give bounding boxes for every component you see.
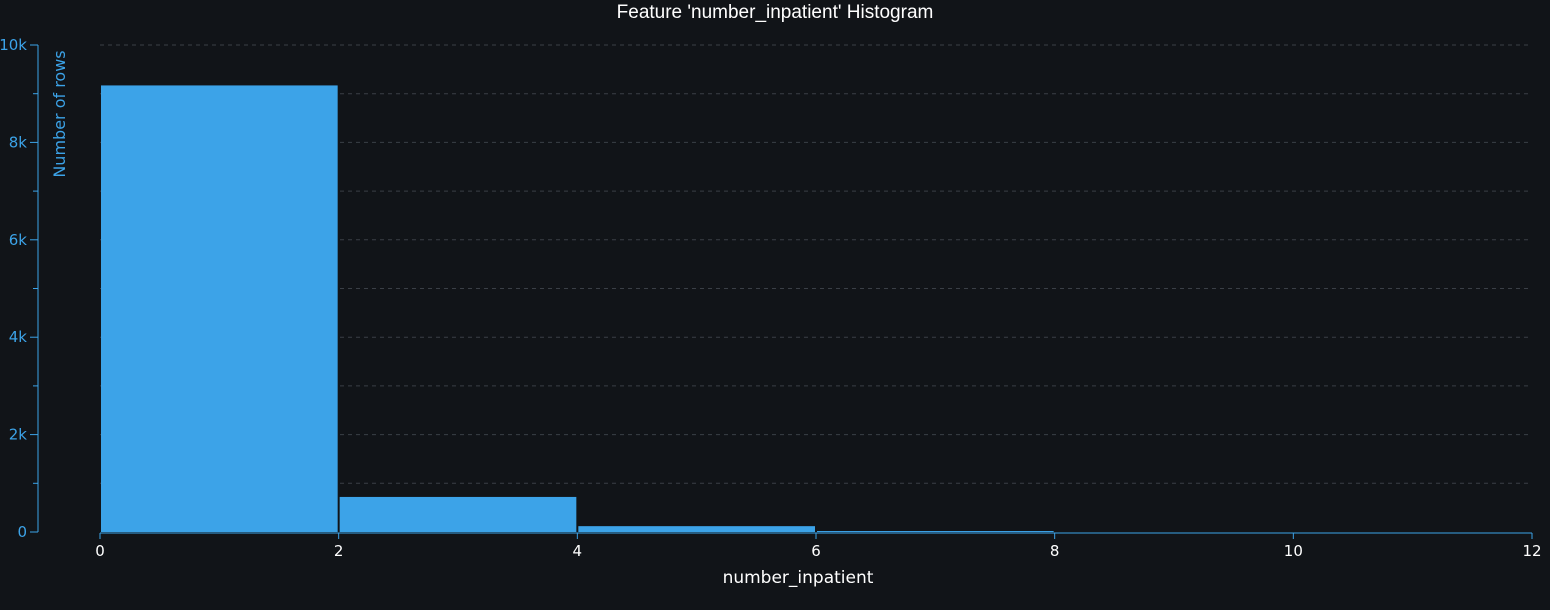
axes: 0 2 4 6 8 10 12 0 2k 4k 6k 8k 10k <box>0 36 1542 560</box>
x-axis-label: number_inpatient <box>723 568 874 588</box>
histogram-bar <box>578 526 815 532</box>
x-tick-label: 8 <box>1050 542 1060 560</box>
x-tick-label: 6 <box>811 542 821 560</box>
y-tick-label: 8k <box>9 133 28 151</box>
x-tick-label: 10 <box>1284 542 1303 560</box>
y-axis-label: Number of rows <box>50 50 69 177</box>
x-tick-label: 2 <box>334 542 344 560</box>
x-tick-label: 4 <box>573 542 583 560</box>
y-tick-label: 4k <box>9 328 28 346</box>
histogram-bar <box>817 531 1054 533</box>
histogram-bar <box>339 496 577 532</box>
y-tick-label: 6k <box>9 231 28 249</box>
x-tick-label: 0 <box>95 542 105 560</box>
y-tick-label: 0 <box>17 523 27 541</box>
grid-lines <box>100 44 1532 484</box>
chart-title: Feature 'number_inpatient' Histogram <box>616 2 934 23</box>
histogram-bar <box>101 85 338 533</box>
x-tick-label: 12 <box>1522 542 1541 560</box>
y-tick-label: 10k <box>0 36 27 54</box>
bars <box>101 85 1054 533</box>
y-tick-label: 2k <box>9 426 28 444</box>
